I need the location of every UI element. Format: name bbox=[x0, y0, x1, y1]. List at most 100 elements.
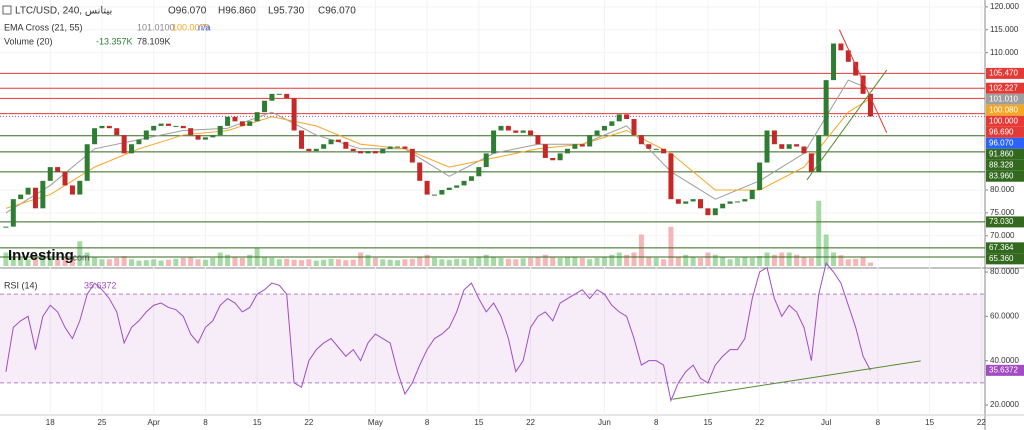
candle bbox=[461, 180, 467, 186]
price-label: 96.690 bbox=[989, 127, 1014, 136]
volume-bar bbox=[372, 257, 378, 266]
candle bbox=[239, 121, 245, 126]
candle bbox=[668, 153, 674, 200]
volume-bar bbox=[409, 258, 415, 266]
price-label-bg bbox=[986, 159, 1024, 171]
candle bbox=[217, 125, 223, 136]
candle bbox=[431, 194, 437, 196]
price-label: 83.960 bbox=[989, 171, 1014, 180]
candle bbox=[47, 167, 53, 181]
volume-bar bbox=[764, 252, 770, 266]
candle bbox=[742, 199, 748, 202]
candle bbox=[328, 139, 334, 145]
volume-bar bbox=[520, 258, 526, 266]
candle bbox=[417, 162, 423, 181]
candle bbox=[661, 148, 667, 154]
candle bbox=[690, 199, 696, 202]
x-tick-label: 22 bbox=[526, 418, 535, 427]
x-tick-label: 22 bbox=[977, 418, 986, 427]
candle bbox=[513, 130, 519, 133]
rsi-trendline bbox=[672, 360, 921, 400]
volume-bar bbox=[675, 257, 681, 266]
volume-bar bbox=[646, 257, 652, 266]
candle bbox=[720, 203, 726, 209]
volume-bar bbox=[62, 257, 68, 266]
candle bbox=[358, 151, 364, 154]
candle bbox=[25, 187, 31, 195]
x-tick-label: 8 bbox=[654, 418, 659, 427]
price-label: 101.010 bbox=[989, 94, 1018, 103]
candle bbox=[151, 125, 157, 131]
ohlc-close: C96.070 bbox=[318, 6, 356, 17]
volume-bar bbox=[653, 257, 659, 266]
collapse-icon[interactable] bbox=[2, 5, 12, 15]
candle bbox=[572, 144, 578, 149]
candle bbox=[254, 112, 260, 122]
candle bbox=[749, 190, 755, 200]
price-label-bg bbox=[986, 104, 1024, 116]
volume-bar bbox=[631, 252, 637, 266]
volume-bar bbox=[402, 259, 408, 266]
candle bbox=[291, 98, 297, 131]
ema-line bbox=[5, 98, 871, 209]
candle bbox=[158, 123, 164, 126]
candle bbox=[845, 50, 851, 62]
candle bbox=[476, 167, 482, 177]
price-label-bg bbox=[986, 253, 1024, 265]
y-tick-label: 110.000 bbox=[990, 48, 1019, 57]
volume-bar bbox=[335, 259, 341, 266]
price-label: 65.360 bbox=[989, 254, 1014, 263]
x-tick-label: 18 bbox=[46, 418, 55, 427]
logo: Investing bbox=[8, 247, 74, 264]
candle bbox=[402, 146, 408, 149]
x-tick-label: May bbox=[368, 418, 383, 427]
ema-title: EMA Cross (21, 55) bbox=[4, 22, 83, 32]
candle bbox=[853, 61, 859, 76]
volume-bar bbox=[491, 257, 497, 266]
x-tick-label: 8 bbox=[203, 418, 208, 427]
candle bbox=[365, 151, 371, 154]
candle bbox=[831, 43, 837, 81]
volume-bar bbox=[542, 254, 548, 266]
price-label: 102.227 bbox=[989, 83, 1018, 92]
volume-bar bbox=[594, 257, 600, 266]
volume-bar bbox=[638, 234, 644, 266]
volume-bar bbox=[476, 257, 482, 266]
candle bbox=[683, 201, 689, 204]
candle bbox=[32, 187, 38, 209]
volume-bar bbox=[867, 262, 873, 266]
rsi-tick-label: 80.0000 bbox=[990, 267, 1019, 276]
candle bbox=[380, 148, 386, 154]
volume-bar bbox=[232, 257, 238, 266]
volume-bar bbox=[365, 254, 371, 266]
candle bbox=[483, 153, 489, 168]
candle bbox=[838, 43, 844, 51]
volume-bar bbox=[284, 258, 290, 266]
candle bbox=[99, 125, 105, 129]
candle bbox=[10, 199, 16, 227]
volume-bar bbox=[225, 254, 231, 266]
volume-bar bbox=[771, 254, 777, 266]
candle bbox=[727, 201, 733, 204]
volume-bar bbox=[321, 259, 327, 266]
volume-bar bbox=[683, 254, 689, 266]
volume-bar bbox=[3, 252, 9, 266]
candle bbox=[77, 180, 83, 195]
candle bbox=[439, 190, 445, 195]
volume-bar bbox=[10, 257, 16, 266]
candle bbox=[867, 93, 873, 117]
rsi-title: RSI (14) bbox=[4, 280, 38, 290]
candle bbox=[84, 144, 90, 181]
candle bbox=[535, 135, 541, 145]
candle bbox=[675, 199, 681, 204]
candle bbox=[705, 208, 711, 216]
volume-value: -13.357K bbox=[96, 36, 133, 46]
x-tick-label: 22 bbox=[755, 418, 764, 427]
ema-line bbox=[5, 79, 871, 214]
ema-value: 101.0100 bbox=[137, 22, 175, 32]
x-tick-label: Jul bbox=[821, 418, 831, 427]
volume-bar bbox=[446, 259, 452, 266]
price-label-bg bbox=[986, 67, 1024, 79]
volume-bar bbox=[84, 252, 90, 266]
